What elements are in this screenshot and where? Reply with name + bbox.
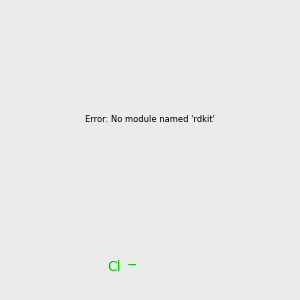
Text: Cl: Cl bbox=[107, 260, 121, 274]
Text: Error: No module named 'rdkit': Error: No module named 'rdkit' bbox=[85, 116, 215, 124]
Text: −: − bbox=[127, 259, 137, 272]
